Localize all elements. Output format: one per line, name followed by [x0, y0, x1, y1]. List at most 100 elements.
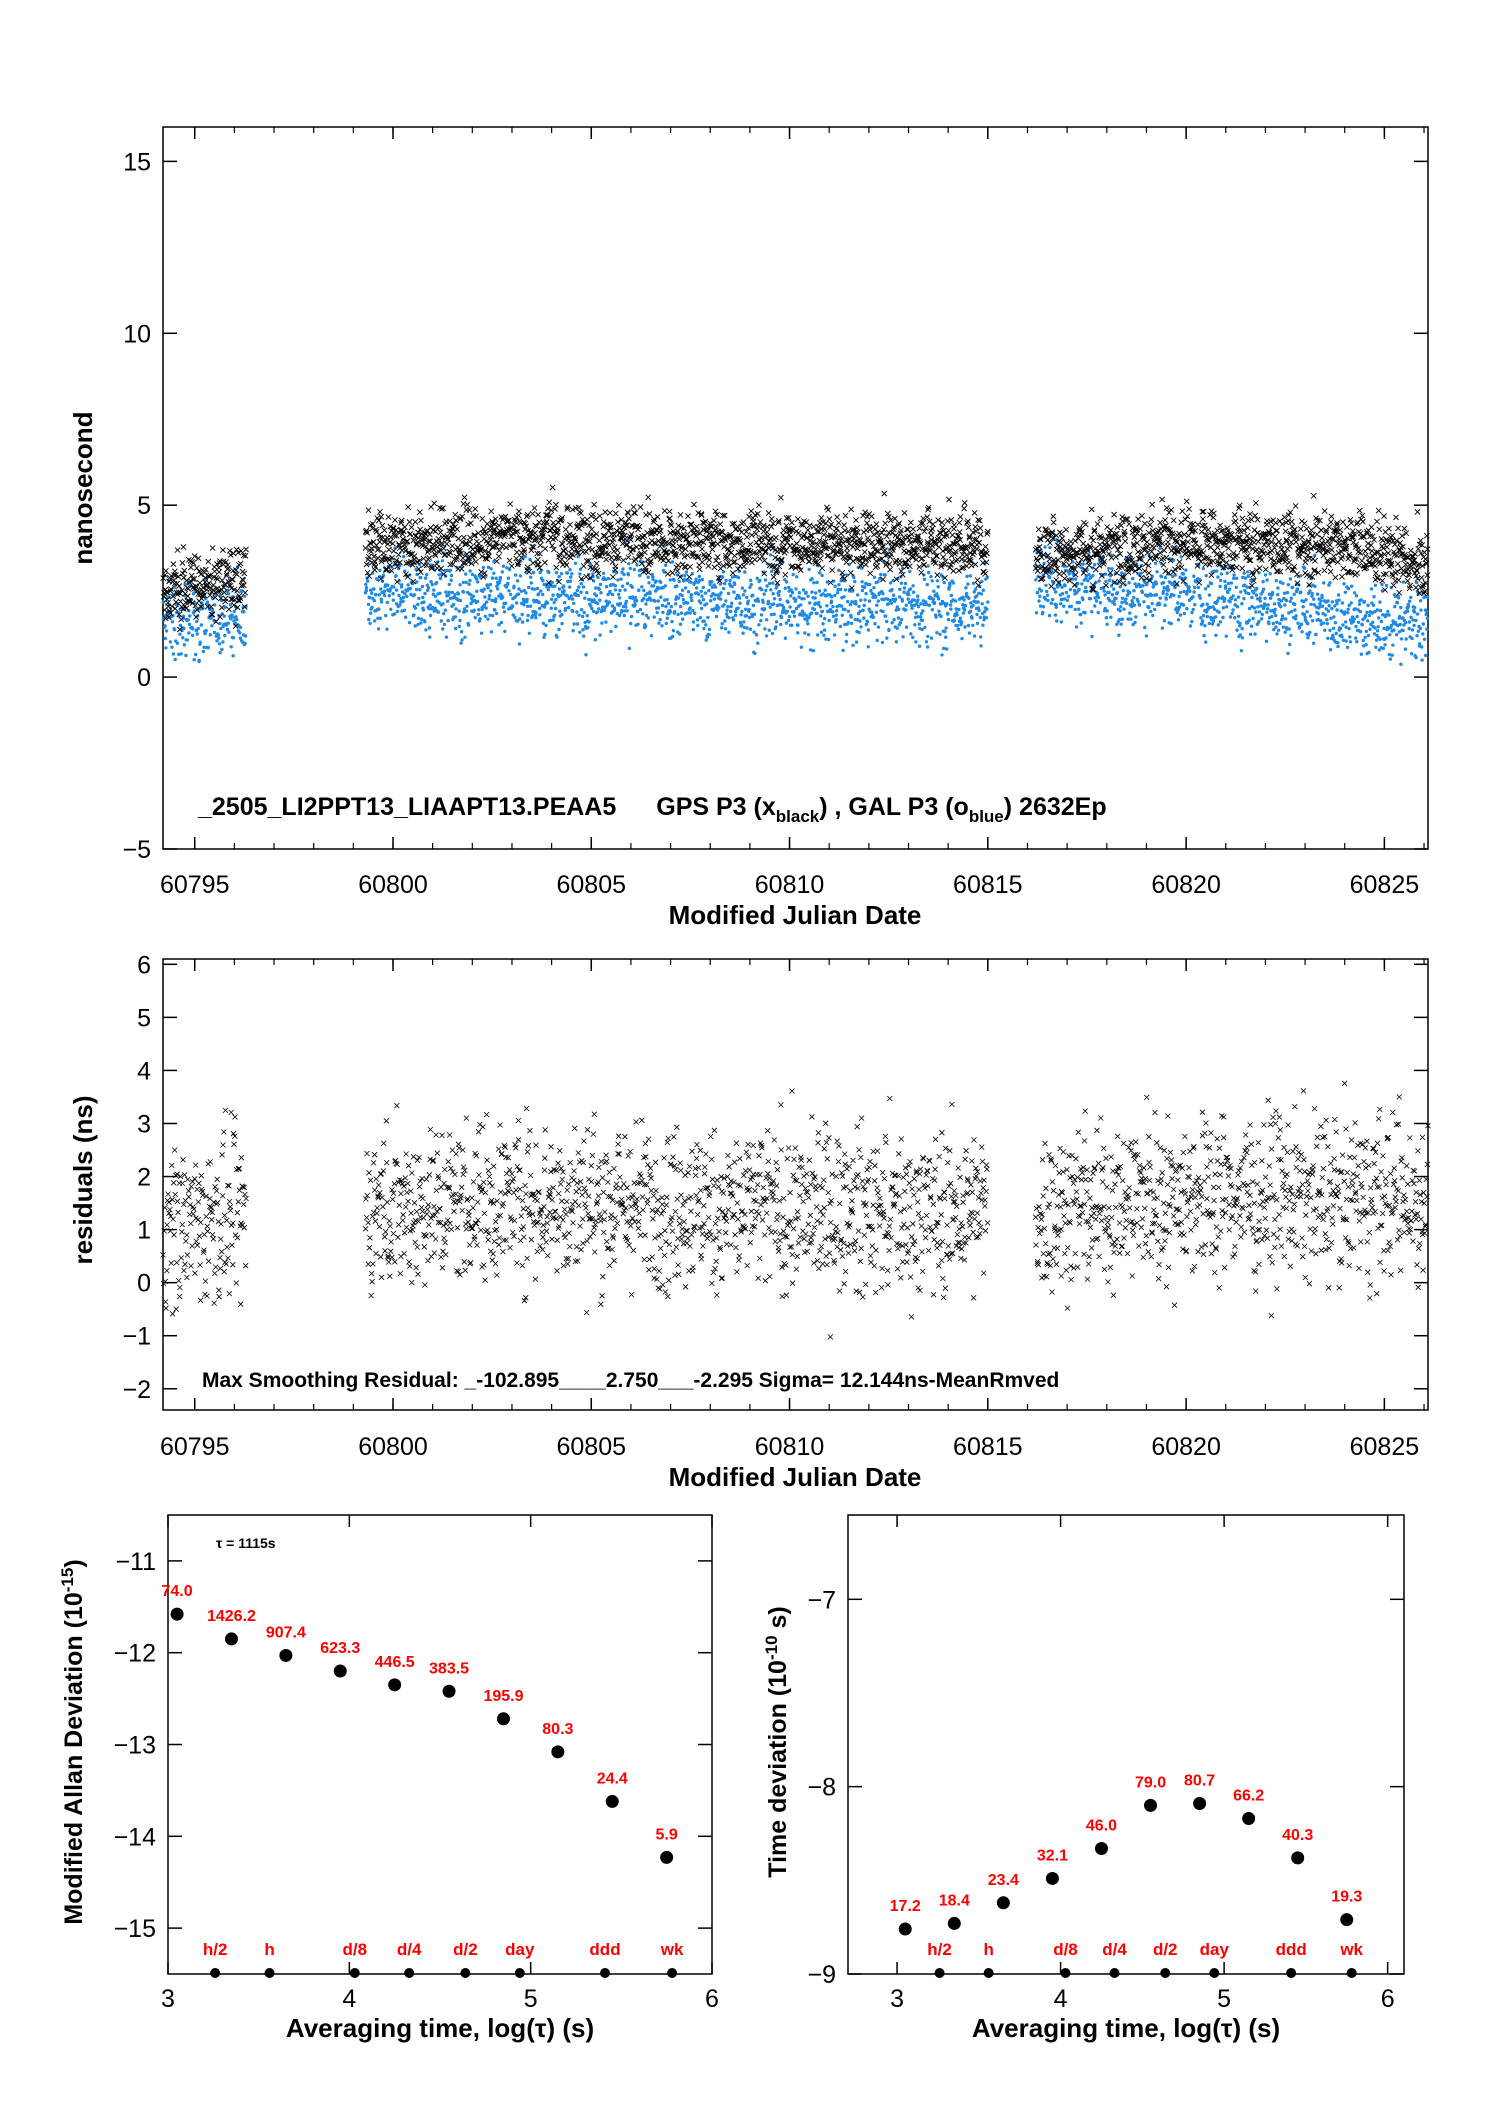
gal-point [1120, 596, 1125, 600]
gal-point [1399, 605, 1403, 610]
gal-point [809, 611, 814, 615]
gal-point [848, 602, 852, 607]
gal-point [591, 572, 595, 576]
gal-point [506, 581, 510, 585]
gps-point [675, 562, 682, 569]
gal-point [213, 603, 217, 607]
gps-point [461, 494, 468, 501]
gal-point [446, 618, 450, 623]
gal-point [911, 590, 916, 594]
gal-point [889, 601, 894, 605]
gal-point [745, 595, 749, 599]
gal-point [223, 633, 227, 638]
gal-point [981, 623, 985, 627]
gal-point [575, 610, 579, 614]
gal-point [400, 590, 405, 594]
gps-point [219, 547, 226, 554]
gal-point [391, 598, 395, 602]
gps-point [576, 525, 583, 532]
gal-point [446, 599, 450, 603]
gal-point [520, 612, 524, 617]
gal-point [436, 610, 441, 614]
gal-point [849, 621, 854, 626]
gal-point [642, 588, 646, 593]
gal-point [833, 593, 837, 598]
gal-point [708, 582, 712, 587]
gal-point [872, 586, 876, 590]
gal-point [938, 632, 942, 636]
gal-point [585, 590, 589, 595]
gps-point [983, 550, 990, 557]
gal-point [597, 607, 601, 611]
gal-point [492, 559, 496, 563]
gps-point [1044, 536, 1051, 543]
gal-point [931, 597, 935, 601]
gal-point [622, 572, 626, 577]
gal-point [394, 588, 399, 592]
gal-point [644, 602, 648, 606]
gal-point [651, 577, 655, 581]
gal-point [1325, 618, 1329, 622]
gal-point [1276, 586, 1280, 590]
gal-point [850, 589, 854, 593]
gps-point [1103, 582, 1109, 589]
gal-point [857, 604, 861, 609]
gal-point [1260, 612, 1265, 617]
gal-point [1143, 625, 1147, 630]
gal-point [707, 633, 711, 637]
gps-point [225, 606, 232, 613]
gal-point [1115, 591, 1120, 595]
gps-point [795, 529, 802, 536]
gal-point [1228, 600, 1232, 604]
gal-point [946, 611, 950, 616]
gal-point [1149, 609, 1153, 614]
gal-point [1354, 624, 1358, 629]
gps-point [563, 562, 570, 569]
gal-point [465, 604, 469, 608]
gal-point [483, 614, 487, 618]
gal-point [181, 636, 185, 640]
gal-point [482, 587, 486, 591]
gal-point [458, 618, 462, 623]
gal-point [930, 579, 934, 583]
gal-point [1165, 584, 1170, 589]
gal-point [443, 608, 447, 612]
gal-point [1077, 607, 1081, 611]
gal-point [1375, 608, 1380, 612]
gal-point [807, 615, 811, 620]
gal-point [1329, 616, 1333, 620]
gps-point [715, 560, 722, 567]
gal-point [752, 630, 756, 634]
gal-point [960, 636, 964, 641]
gal-point [641, 612, 645, 616]
gal-point [749, 582, 753, 587]
gal-point [178, 623, 183, 628]
gal-point [1190, 610, 1194, 615]
gal-point [1273, 607, 1277, 612]
gps-point [1199, 516, 1206, 522]
gps-point [529, 510, 536, 517]
gal-point [1224, 584, 1228, 588]
gps-point [1111, 511, 1118, 518]
gal-point [1088, 597, 1093, 601]
gal-point [219, 626, 223, 631]
gal-point [1117, 633, 1121, 637]
gal-point [869, 589, 873, 593]
gal-point [204, 628, 208, 633]
gal-point [1212, 607, 1217, 611]
gps-point [180, 574, 187, 581]
gal-point [227, 630, 231, 634]
gal-point [546, 587, 550, 592]
gal-point [423, 620, 427, 624]
gal-point [225, 627, 230, 632]
gal-point [1215, 569, 1219, 573]
gal-point [842, 595, 846, 599]
gps-point [412, 518, 419, 525]
gal-point [737, 596, 742, 600]
gal-point [557, 575, 561, 579]
gal-point [830, 595, 834, 599]
gal-point [615, 612, 620, 616]
gal-point [196, 626, 200, 631]
gal-point [832, 633, 837, 637]
gal-point [800, 610, 805, 614]
